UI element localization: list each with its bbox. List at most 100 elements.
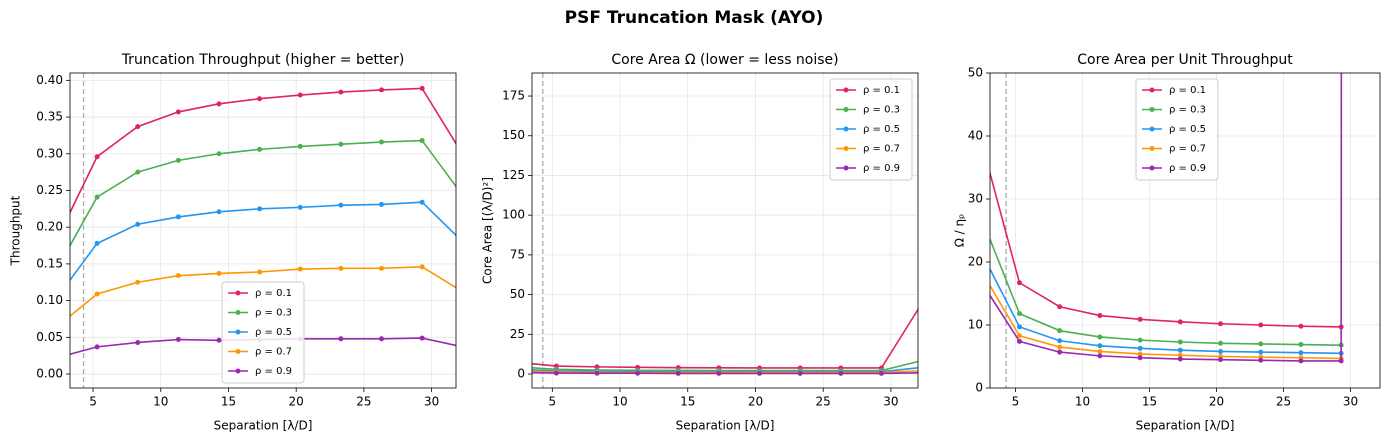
series-line (990, 267, 1342, 355)
y-tick-label: 0 (517, 367, 525, 381)
marker (1097, 348, 1103, 354)
x-tick-label: 10 (153, 395, 168, 409)
legend-label: ρ = 0.1 (1169, 85, 1206, 96)
marker (920, 370, 925, 375)
marker (1097, 353, 1103, 359)
marker (1218, 348, 1224, 354)
marker (257, 96, 263, 102)
marker (297, 266, 303, 272)
marker (1057, 344, 1063, 350)
x-tick-label: 10 (1075, 395, 1090, 409)
marker (175, 109, 181, 115)
marker (1298, 342, 1304, 348)
marker (1057, 349, 1063, 355)
y-tick-label: 0.40 (36, 73, 63, 87)
y-tick-label: 0.25 (36, 183, 63, 197)
x-tick-label: 15 (680, 395, 695, 409)
marker (419, 264, 425, 270)
x-tick-label: 15 (1142, 395, 1157, 409)
marker (338, 202, 344, 208)
legend-label: ρ = 0.3 (255, 308, 292, 319)
legend-marker (843, 146, 849, 151)
x-tick-label: 5 (89, 395, 97, 409)
y-tick-label: 50 (968, 66, 983, 80)
marker (1298, 358, 1304, 364)
legend-label: ρ = 0.5 (255, 327, 292, 338)
marker (297, 143, 303, 149)
y-axis-label: Throughput (9, 195, 23, 266)
marker (419, 335, 425, 341)
y-tick-label: 30 (968, 192, 983, 206)
marker (1137, 351, 1143, 357)
marker (1016, 338, 1022, 344)
y-tick-label: 10 (968, 318, 983, 332)
y-tick-label: 20 (968, 255, 983, 269)
y-tick-label: 0.15 (36, 256, 63, 270)
legend-label: ρ = 0.1 (863, 85, 900, 96)
y-tick-label: 40 (968, 129, 983, 143)
marker (1097, 343, 1103, 349)
legend-marker (843, 107, 849, 112)
marker (1057, 304, 1063, 310)
axes-frame (69, 72, 457, 389)
legend-marker (235, 349, 241, 354)
x-axis-label: Separation [λ/D] (1136, 419, 1235, 433)
series-line (70, 139, 456, 248)
marker (419, 138, 425, 144)
legend-marker (1149, 107, 1155, 112)
marker (1258, 322, 1264, 328)
marker (838, 370, 844, 376)
marker (175, 214, 181, 220)
subplot-title: Core Area per Unit Throughput (1077, 52, 1293, 68)
marker (257, 146, 263, 152)
subplot: 5 10 15 20 25 30 0.00 0.05 0.10 0.15 0.20 0.25 0.30 0… (9, 52, 465, 433)
legend-box (1135, 78, 1219, 181)
legend: ρ = 0.1 ρ = 0.3 ρ = 0.5 ρ = 0.7 ρ = 0.9 (221, 281, 305, 384)
marker (379, 87, 385, 93)
marker (635, 370, 641, 376)
marker (1258, 349, 1264, 355)
marker (1298, 323, 1304, 329)
marker (1057, 338, 1063, 344)
subplot-title: Truncation Throughput (higher = better) (121, 52, 405, 68)
marker (977, 210, 982, 215)
marker (1137, 345, 1143, 351)
marker (1137, 355, 1143, 361)
marker (1258, 357, 1264, 363)
x-tick-label: 30 (424, 395, 439, 409)
series-line (990, 284, 1342, 360)
axes-frame (531, 72, 919, 389)
legend-marker (235, 329, 241, 335)
marker (1177, 339, 1183, 345)
marker (379, 336, 385, 342)
figure-title: PSF Truncation Mask (AYO) (565, 8, 824, 28)
y-tick-label: 125 (502, 168, 525, 182)
marker (175, 157, 181, 163)
y-tick-label: 25 (510, 327, 525, 341)
marker (460, 152, 465, 157)
legend-marker (1149, 165, 1155, 171)
y-tick-label: 0.30 (36, 146, 63, 160)
marker (135, 279, 141, 285)
marker (94, 240, 100, 246)
legend-label: ρ = 0.3 (1169, 105, 1206, 116)
legend: ρ = 0.1 ρ = 0.3 ρ = 0.5 ρ = 0.7 ρ = 0.9 (829, 78, 913, 181)
legend-label: ρ = 0.7 (255, 347, 292, 358)
x-tick-label: 5 (1012, 395, 1020, 409)
y-axis-label: Core Area [(λ/D)²] (481, 177, 495, 284)
legend-marker (843, 165, 849, 171)
marker (977, 246, 982, 251)
marker (1097, 334, 1103, 340)
marker (94, 344, 100, 350)
x-tick-label: 15 (221, 395, 236, 409)
marker (1016, 324, 1022, 330)
marker (379, 265, 385, 271)
axes-frame (989, 72, 1381, 389)
legend-label: ρ = 0.9 (1169, 163, 1206, 174)
y-tick-label: 0.20 (36, 220, 63, 234)
x-tick-label: 30 (883, 395, 898, 409)
legend-marker (1149, 146, 1155, 151)
marker (135, 124, 141, 130)
y-tick-label: 0 (975, 381, 983, 395)
marker (1177, 319, 1183, 325)
